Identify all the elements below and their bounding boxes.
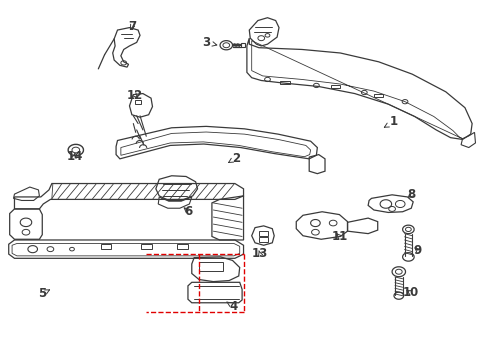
Text: 8: 8 [407,188,414,201]
Text: 11: 11 [330,230,347,243]
Text: 13: 13 [251,247,267,260]
Text: 12: 12 [127,89,143,102]
Text: 10: 10 [402,287,419,300]
Text: 2: 2 [228,152,240,165]
Text: 7: 7 [127,20,136,33]
Text: 9: 9 [413,244,421,257]
Text: 14: 14 [66,149,82,162]
Text: 4: 4 [226,300,238,313]
Text: 1: 1 [384,115,397,128]
Text: 3: 3 [202,36,216,49]
Text: 5: 5 [38,287,49,300]
Text: 6: 6 [183,204,192,217]
